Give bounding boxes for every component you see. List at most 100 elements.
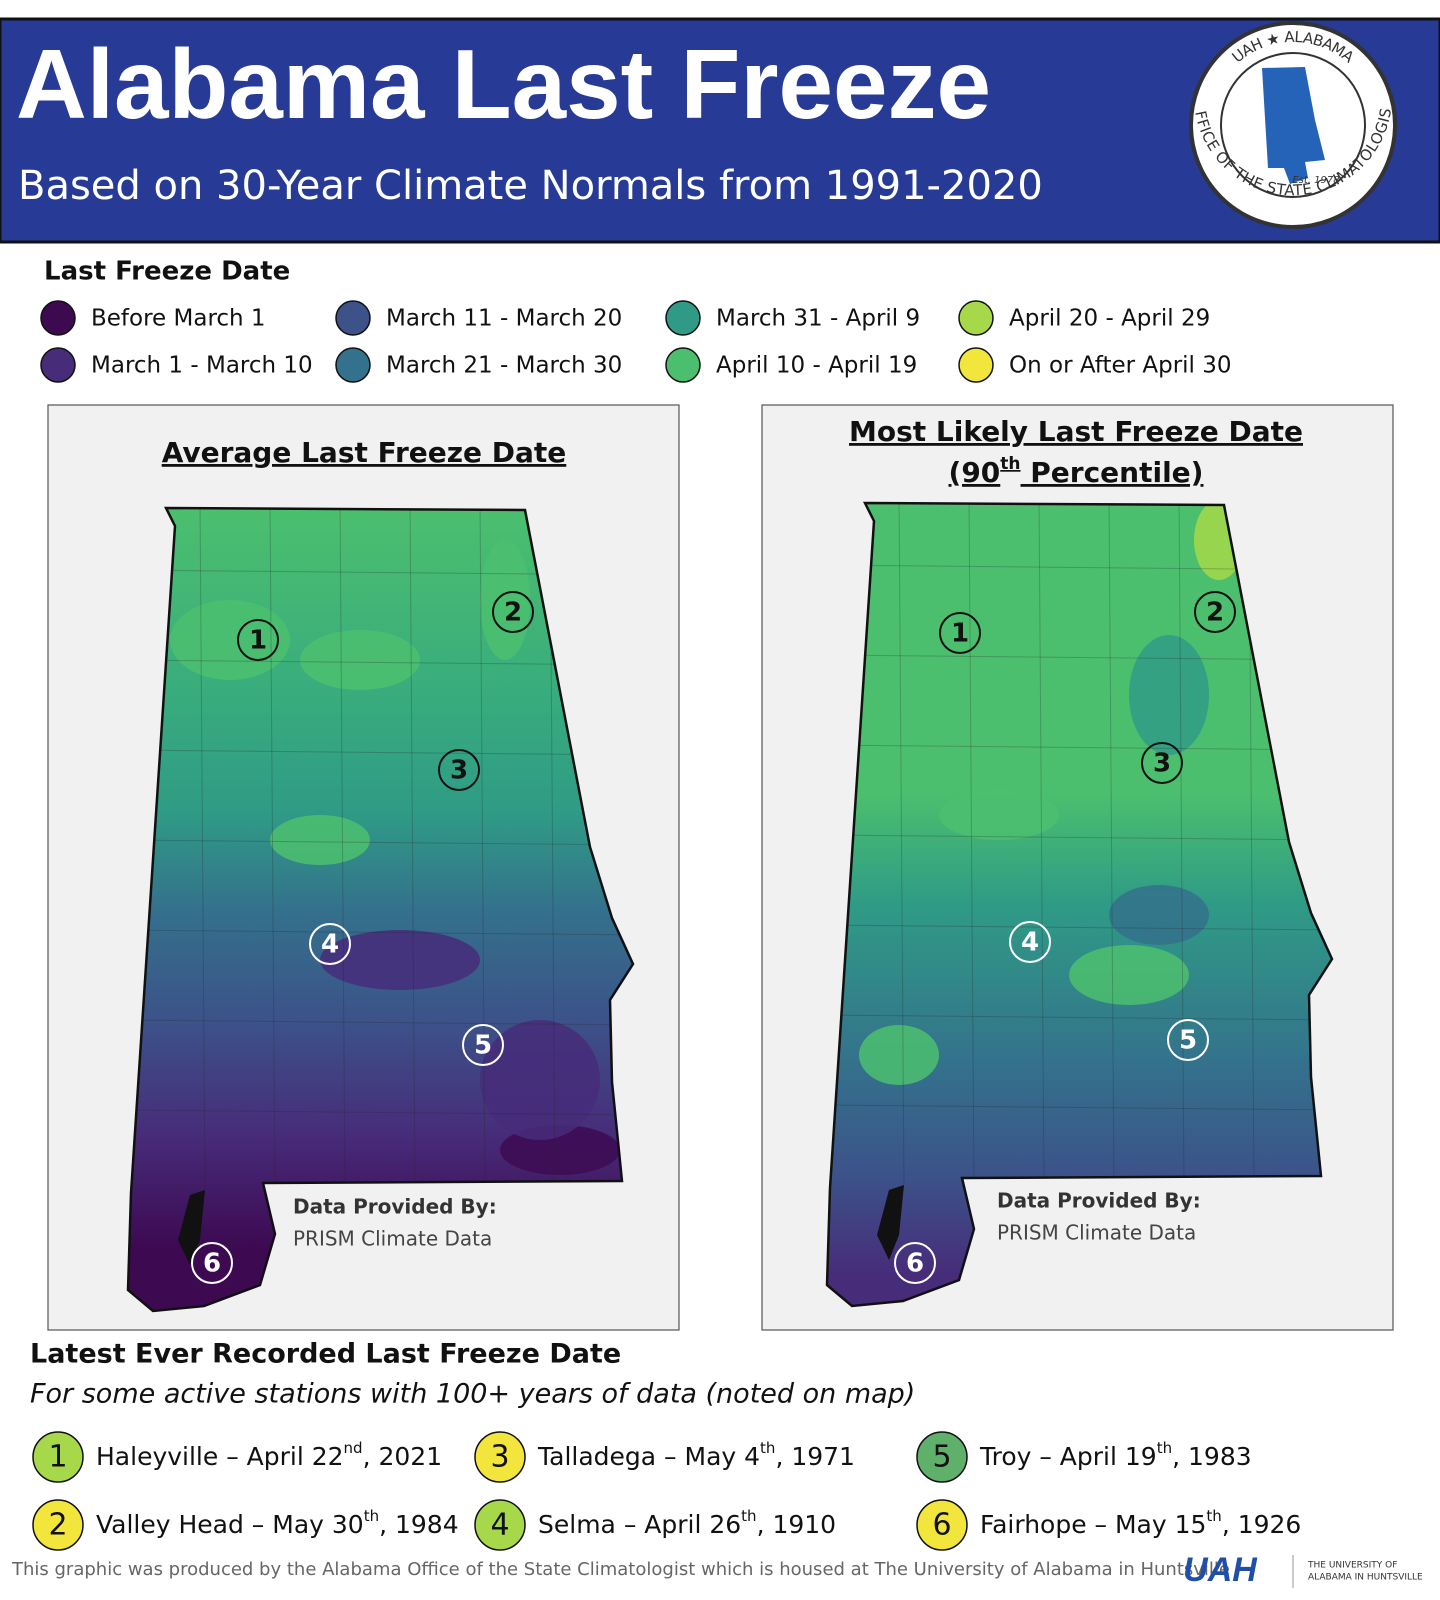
county-line — [128, 839, 633, 846]
mobile-bay — [877, 1185, 904, 1260]
map-title: Most Likely Last Freeze Date — [849, 415, 1303, 448]
legend-label: March 1 - March 10 — [91, 353, 313, 379]
footer-text: This graphic was produced by the Alabama… — [11, 1559, 1230, 1580]
mobile-bay — [178, 1190, 205, 1265]
record-year: , 1910 — [757, 1510, 837, 1539]
record-text-part: Valley Head – May 30 — [96, 1510, 364, 1539]
record-marker — [916, 1499, 968, 1551]
county-line — [1178, 503, 1185, 1186]
seal-est: Est. 1978 — [1292, 175, 1339, 186]
station-marker — [1141, 742, 1183, 784]
record-marker — [916, 1431, 968, 1483]
record-text: Talladega – May 4th, 1971 — [537, 1439, 855, 1472]
record-year: , 1971 — [775, 1442, 855, 1471]
subtitle: Based on 30-Year Climate Normals from 19… — [18, 163, 1043, 209]
record-number: 1 — [48, 1440, 67, 1475]
record-number: 6 — [932, 1508, 951, 1543]
record-marker — [32, 1499, 84, 1551]
map-subtitle-part: Percentile) — [1021, 456, 1204, 489]
county-line — [827, 1014, 1332, 1021]
records: 1 Haleyville – April 22nd, 2021 2 Valley He… — [32, 1431, 1301, 1551]
record-text-part: Fairhope – May 15 — [980, 1510, 1206, 1539]
station-number: 3 — [450, 756, 468, 786]
record-number: 3 — [490, 1440, 509, 1475]
header: Alabama Last Freeze Based on 30-Year Cli… — [0, 0, 1440, 244]
uah-logo: UAH — [1183, 1551, 1258, 1589]
climate-zone — [1069, 945, 1189, 1005]
record-text: Valley Head – May 30th, 1984 — [96, 1507, 459, 1540]
record-number: 5 — [932, 1440, 951, 1475]
climate-zone — [1129, 635, 1209, 755]
record-text-part: Troy – April 19 — [979, 1442, 1157, 1471]
records-title: Latest Ever Recorded Last Freeze Date — [30, 1339, 621, 1370]
legend-label: Before March 1 — [91, 306, 266, 332]
station-marker — [237, 619, 279, 661]
record-year: , 2021 — [363, 1442, 443, 1471]
station-number: 5 — [474, 1031, 492, 1061]
legend-label: April 20 - April 29 — [1009, 306, 1210, 332]
station-marker — [1194, 591, 1236, 633]
station-marker — [191, 1242, 233, 1284]
station-number: 6 — [906, 1249, 924, 1279]
station-marker — [309, 923, 351, 965]
station-number: 4 — [1021, 928, 1039, 958]
county-line — [827, 924, 1332, 931]
map-title: Average Last Freeze Date — [162, 436, 567, 469]
station-number: 6 — [203, 1249, 221, 1279]
station-number: 1 — [951, 619, 969, 649]
station-number: 4 — [321, 930, 339, 960]
climate-zone — [300, 630, 420, 690]
climate-zone — [270, 815, 370, 865]
record-number: 2 — [48, 1508, 67, 1543]
title: Alabama Last Freeze — [16, 29, 991, 139]
legend-swatch — [665, 300, 701, 336]
legend-swatch — [40, 300, 76, 336]
legend-swatch — [335, 347, 371, 383]
record-text-part: Haleyville – April 22 — [96, 1442, 344, 1471]
record-text-part: Selma – April 26 — [538, 1510, 741, 1539]
county-line — [128, 749, 633, 756]
map-subtitle-sup: th — [1000, 454, 1020, 474]
county-line — [199, 508, 206, 1191]
climate-zone — [480, 1020, 600, 1140]
climate-zone — [1109, 885, 1209, 945]
county-line — [269, 508, 276, 1191]
credit: PRISM Climate Data — [997, 1221, 1196, 1245]
county-line — [128, 1109, 633, 1116]
climate-zone — [939, 790, 1059, 840]
county-line — [339, 508, 346, 1191]
university-line: ALABAMA IN HUNTSVILLE — [1308, 1573, 1423, 1583]
map-subtitle: (90th Percentile) — [949, 454, 1204, 489]
seal-map — [1262, 67, 1325, 184]
county-line — [827, 744, 1332, 751]
climate-zone — [320, 930, 480, 990]
legend-swatch — [335, 300, 371, 336]
county-line — [1038, 503, 1045, 1186]
legend-swatch — [40, 347, 76, 383]
climate-zone — [170, 600, 290, 680]
record-number: 4 — [490, 1508, 509, 1543]
legend-title: Last Freeze Date — [44, 257, 290, 287]
station-number: 2 — [504, 598, 522, 628]
legend-label: March 21 - March 30 — [386, 353, 622, 379]
county-line — [128, 659, 633, 666]
county-line — [827, 654, 1332, 661]
record-text: Haleyville – April 22nd, 2021 — [96, 1439, 442, 1472]
record-text: Troy – April 19th, 1983 — [979, 1439, 1252, 1472]
legend-label: On or After April 30 — [1009, 353, 1232, 379]
county-line — [128, 1019, 633, 1026]
station-marker — [1167, 1019, 1209, 1061]
station-marker — [438, 749, 480, 791]
legend: Before March 1 March 1 - March 10 March 11… — [40, 300, 1232, 383]
county-line — [128, 929, 633, 936]
county-line — [827, 834, 1332, 841]
record-text-part: Talladega – May 4 — [537, 1442, 760, 1471]
station-marker — [462, 1024, 504, 1066]
map-subtitle-part: (90 — [949, 456, 1001, 489]
county-line — [827, 1104, 1332, 1111]
legend-swatch — [665, 347, 701, 383]
station-marker — [492, 591, 534, 633]
university-line: THE UNIVERSITY OF — [1307, 1561, 1397, 1571]
station-number: 5 — [1179, 1026, 1197, 1056]
